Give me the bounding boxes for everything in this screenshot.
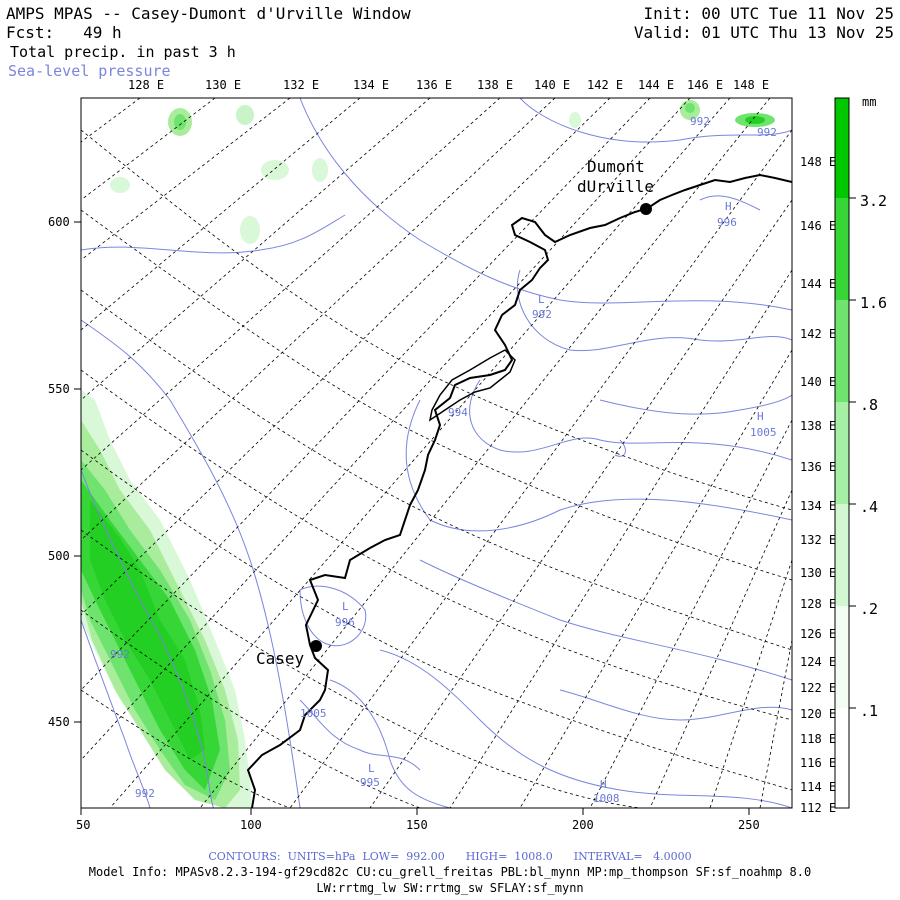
y-axis: 600 550 500 450 (48, 215, 81, 729)
forecast-hour: Fcst: 49 h (6, 23, 122, 42)
colorbar-label: 3.2 (860, 192, 887, 210)
contour-label: 1005 (300, 707, 327, 720)
colorbar-unit: mm (862, 95, 876, 109)
x-tick-label: 250 (738, 818, 760, 832)
colorbar-label: .1 (860, 702, 878, 720)
colorbar-label: .8 (860, 396, 878, 414)
contour-label: 992 (135, 787, 155, 800)
casey-station-marker (310, 640, 322, 652)
colorbar-swatch (835, 198, 849, 300)
x-tick-label: 100 (240, 818, 262, 832)
valid-time: Valid: 01 UTC Thu 13 Nov 25 (633, 23, 894, 42)
right-lon-label: 130 E (800, 566, 836, 580)
x-tick-label: 200 (572, 818, 594, 832)
contour-label: L (368, 762, 375, 775)
top-lon-label: 144 E (638, 78, 674, 92)
map-title: AMPS MPAS -- Casey-Dumont d'Urville Wind… (6, 4, 411, 23)
contour-label: 995 (360, 776, 380, 789)
coastline (246, 173, 792, 808)
colorbar-swatch (835, 98, 849, 198)
right-lon-label: 144 E (800, 277, 836, 291)
top-lon-label: 130 E (205, 78, 241, 92)
colorbar-label: .2 (860, 600, 878, 618)
init-time: Init: 00 UTC Tue 11 Nov 25 (643, 4, 894, 23)
colorbar-label: .4 (860, 498, 878, 516)
model-info-physics: LW:rrtmg_lw SW:rrtmg_sw SFLAY:sf_mynn (316, 881, 584, 895)
plot-frame (80, 97, 793, 809)
right-lon-label: 134 E (800, 499, 836, 513)
top-lon-label: 132 E (283, 78, 319, 92)
right-lon-label: 138 E (800, 419, 836, 433)
right-lon-label: 146 E (800, 219, 836, 233)
top-lon-label: 128 E (128, 78, 164, 92)
top-lon-label: 142 E (587, 78, 623, 92)
y-tick-label: 500 (48, 549, 70, 563)
colorbar-swatch (835, 402, 849, 504)
contour-label: 1008 (593, 792, 620, 805)
right-lon-label: 114 E (800, 780, 836, 794)
colorbar-frame (834, 97, 850, 809)
x-tick-label: 50 (76, 818, 90, 832)
contour-label-group: 992 992 H 996 L 992 994 H 1005 L 996 992… (110, 115, 777, 805)
y-tick-label: 450 (48, 715, 70, 729)
colorbar-swatch (835, 708, 849, 808)
contour-label: 996 (717, 216, 737, 229)
contour-label: 992 (757, 126, 777, 139)
casey-label: Casey (256, 649, 305, 668)
right-lon-label: 118 E (800, 732, 836, 746)
contours-info: CONTOURS: UNITS=hPa LOW= 992.00 HIGH= 10… (208, 850, 692, 863)
right-lon-label: 148 E (800, 155, 836, 169)
top-lon-label: 136 E (416, 78, 452, 92)
right-lon-label: 116 E (800, 756, 836, 770)
y-tick-label: 550 (48, 382, 70, 396)
colorbar-swatch (835, 300, 849, 402)
right-lon-label: 122 E (800, 681, 836, 695)
colorbar-swatch (835, 504, 849, 606)
right-lon-label: 136 E (800, 460, 836, 474)
top-lon-label: 134 E (353, 78, 389, 92)
precipitation-shading (81, 100, 775, 808)
right-lon-label: 128 E (800, 597, 836, 611)
right-lon-label: 132 E (800, 533, 836, 547)
right-longitude-axis: 148 E 146 E 144 E 142 E 140 E 138 E 136 … (800, 155, 836, 815)
contour-label: H (725, 200, 732, 213)
right-lon-label: 124 E (800, 655, 836, 669)
contour-label: 992 (110, 648, 130, 661)
graticule (81, 98, 792, 808)
contour-label: 992 (690, 115, 710, 128)
precip-colorbar: mm 3.2 1.6 .8 .4 .2 .1 (834, 95, 887, 809)
top-lon-label: 138 E (477, 78, 513, 92)
contour-label: L (342, 600, 349, 613)
contour-label: 992 (532, 308, 552, 321)
map-plot-area: 992 992 H 996 L 992 994 H 1005 L 996 992… (81, 98, 792, 808)
right-lon-label: 112 E (800, 801, 836, 815)
top-lon-label: 140 E (534, 78, 570, 92)
contour-label: 996 (335, 616, 355, 629)
contour-label: H (757, 410, 764, 423)
right-lon-label: 120 E (800, 707, 836, 721)
model-info: Model Info: MPASv8.2.3-194-gf29cd82c CU:… (88, 865, 812, 879)
field-label: Total precip. in past 3 h (10, 43, 236, 61)
right-lon-label: 142 E (800, 327, 836, 341)
x-axis: 50 100 150 200 250 (76, 808, 760, 832)
dumont-durville-label-line2: dUrville (577, 177, 654, 196)
top-lon-label: 146 E (687, 78, 723, 92)
y-tick-label: 600 (48, 215, 70, 229)
colorbar-swatch (835, 606, 849, 708)
contour-label: L (538, 293, 545, 306)
contour-label: 1005 (750, 426, 777, 439)
colorbar-label: 1.6 (860, 294, 887, 312)
overlay-label: Sea-level pressure (8, 62, 171, 80)
right-lon-label: 126 E (800, 627, 836, 641)
dumont-durville-label-line1: Dumont (587, 157, 645, 176)
right-lon-label: 140 E (800, 375, 836, 389)
top-lon-label: 148 E (733, 78, 769, 92)
x-tick-label: 150 (406, 818, 428, 832)
top-longitude-axis: 128 E 130 E 132 E 134 E 136 E 138 E 140 … (128, 78, 769, 92)
contour-label: H (600, 778, 607, 791)
contour-label: 994 (448, 406, 468, 419)
pressure-contours (81, 98, 792, 808)
dumont-durville-station-marker (640, 203, 652, 215)
